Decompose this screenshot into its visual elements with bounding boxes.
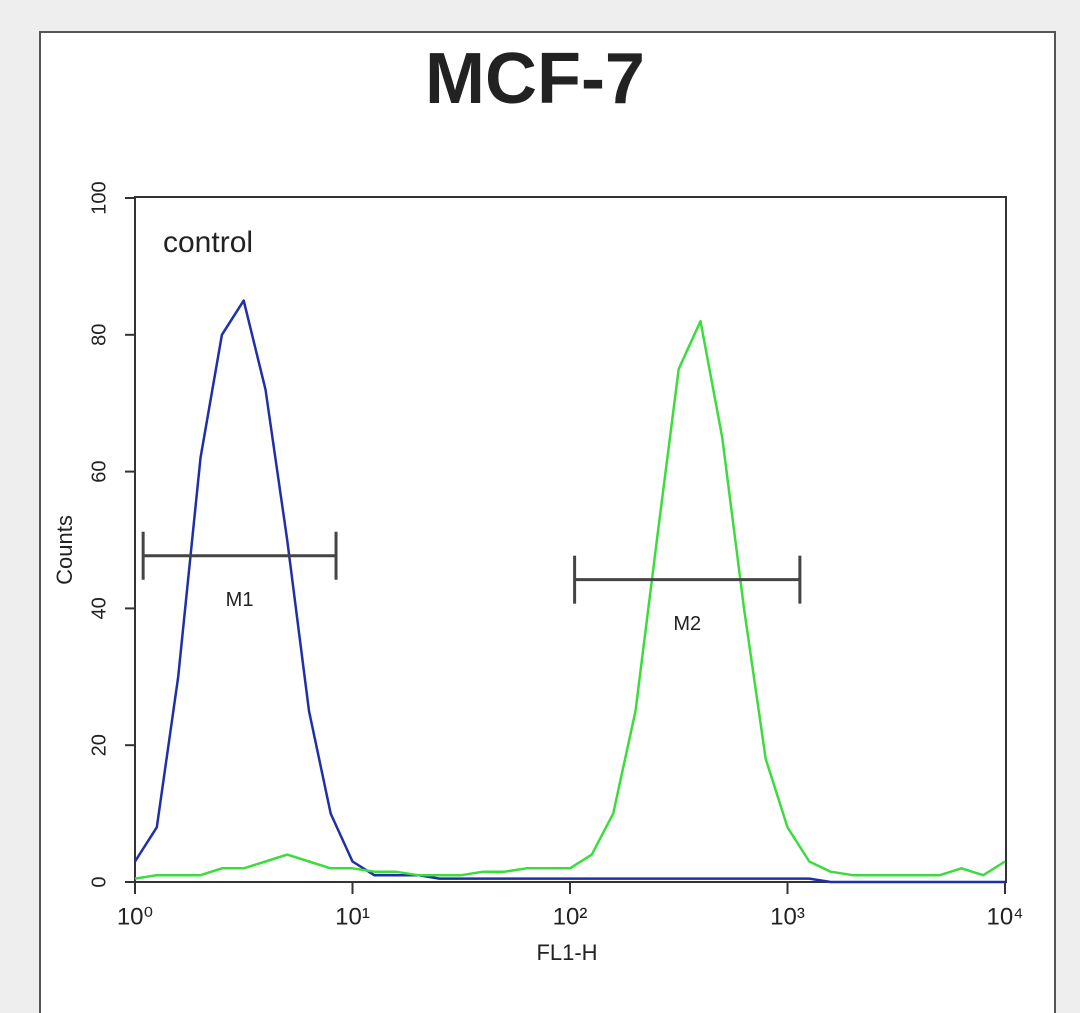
chart-title: MCF-7 <box>425 39 645 119</box>
y-axis-label: Counts <box>52 515 77 585</box>
x-axis-label: FL1-H <box>536 940 597 965</box>
histogram-line <box>133 299 1005 884</box>
y-tick-label: 20 <box>88 734 110 756</box>
marker-label: M1 <box>226 589 254 611</box>
histogram-line <box>134 319 1006 880</box>
marker-label: M2 <box>673 613 701 635</box>
panel <box>39 31 1056 1013</box>
y-tick-label: 40 <box>88 597 110 619</box>
y-tick-label: 0 <box>88 876 110 887</box>
y-tick-label: 80 <box>88 324 110 346</box>
x-tick-label: 10⁰ <box>117 903 153 930</box>
x-tick-label: 10³ <box>770 903 805 930</box>
y-tick-label: 100 <box>88 181 110 214</box>
y-tick-label: 60 <box>88 460 110 482</box>
x-tick-label: 10¹ <box>335 903 370 930</box>
x-tick-label: 10⁴ <box>986 903 1023 930</box>
annotation: control <box>163 226 253 259</box>
x-tick-label: 10² <box>553 903 588 930</box>
